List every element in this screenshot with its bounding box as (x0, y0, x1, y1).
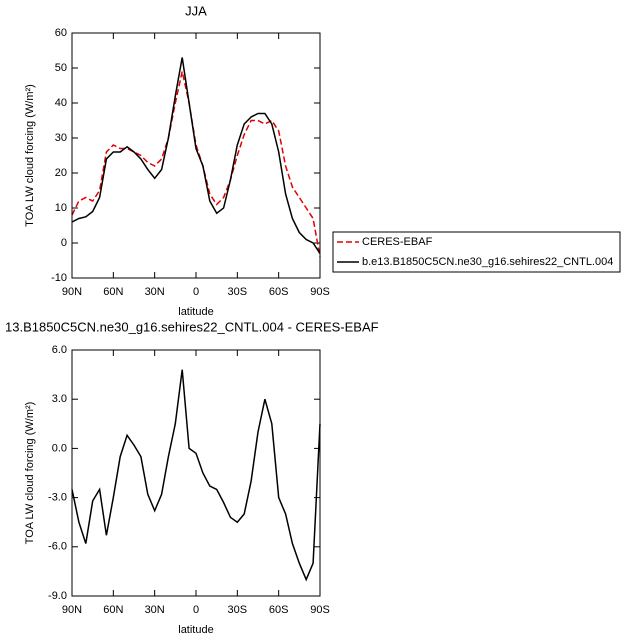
y-axis-label: TOA LW cloud forcing (W/m²) (24, 402, 36, 545)
x-tick-label: 30S (228, 604, 248, 616)
y-tick-label: -3.0 (48, 492, 67, 504)
x-tick-label: 90N (62, 604, 82, 616)
y-axis-label: TOA LW cloud forcing (W/m²) (24, 84, 36, 227)
y-tick-label: 10 (55, 202, 67, 214)
x-tick-label: 60S (269, 604, 289, 616)
x-tick-label: 60N (103, 604, 123, 616)
x-tick-label: 30N (145, 604, 165, 616)
x-tick-label: 90S (310, 604, 330, 616)
plot-frame (71, 349, 321, 597)
y-tick-label: 20 (55, 167, 67, 179)
x-axis-label: latitude (178, 306, 213, 318)
x-tick-label: 30S (228, 286, 248, 298)
y-tick-label: -9.0 (48, 590, 67, 602)
y-tick-label: 0 (61, 237, 67, 249)
y-tick-label: 60 (55, 27, 67, 39)
y-tick-label: 3.0 (52, 393, 67, 405)
x-axis-label: latitude (178, 624, 213, 636)
line (71, 71, 321, 258)
y-tick-label: 40 (55, 97, 67, 109)
chart-title: 13.B1850C5CN.ne30_g16.sehires22_CNTL.004… (5, 319, 379, 334)
y-tick-label: 6.0 (52, 344, 67, 356)
y-tick-label: 30 (55, 132, 67, 144)
x-tick-label: 0 (193, 286, 199, 298)
x-tick-label: 90S (310, 286, 330, 298)
y-tick-label: 50 (55, 62, 67, 74)
plot-frame (71, 32, 321, 279)
chart-title: JJA (185, 3, 207, 18)
x-tick-label: 60S (269, 286, 289, 298)
y-tick-label: -6.0 (48, 541, 67, 553)
y-tick-label: -10 (51, 272, 67, 284)
legend-label: CERES-EBAF (362, 236, 433, 248)
line (71, 57, 321, 254)
x-tick-label: 90N (62, 286, 82, 298)
legend-label: b.e13.B1850C5CN.ne30_g16.sehires22_CNTL.… (362, 256, 613, 268)
x-tick-label: 60N (103, 286, 123, 298)
legend-box (332, 231, 621, 273)
line (71, 369, 321, 582)
x-tick-label: 30N (145, 286, 165, 298)
y-tick-label: 0.0 (52, 442, 67, 454)
x-tick-label: 0 (193, 604, 199, 616)
